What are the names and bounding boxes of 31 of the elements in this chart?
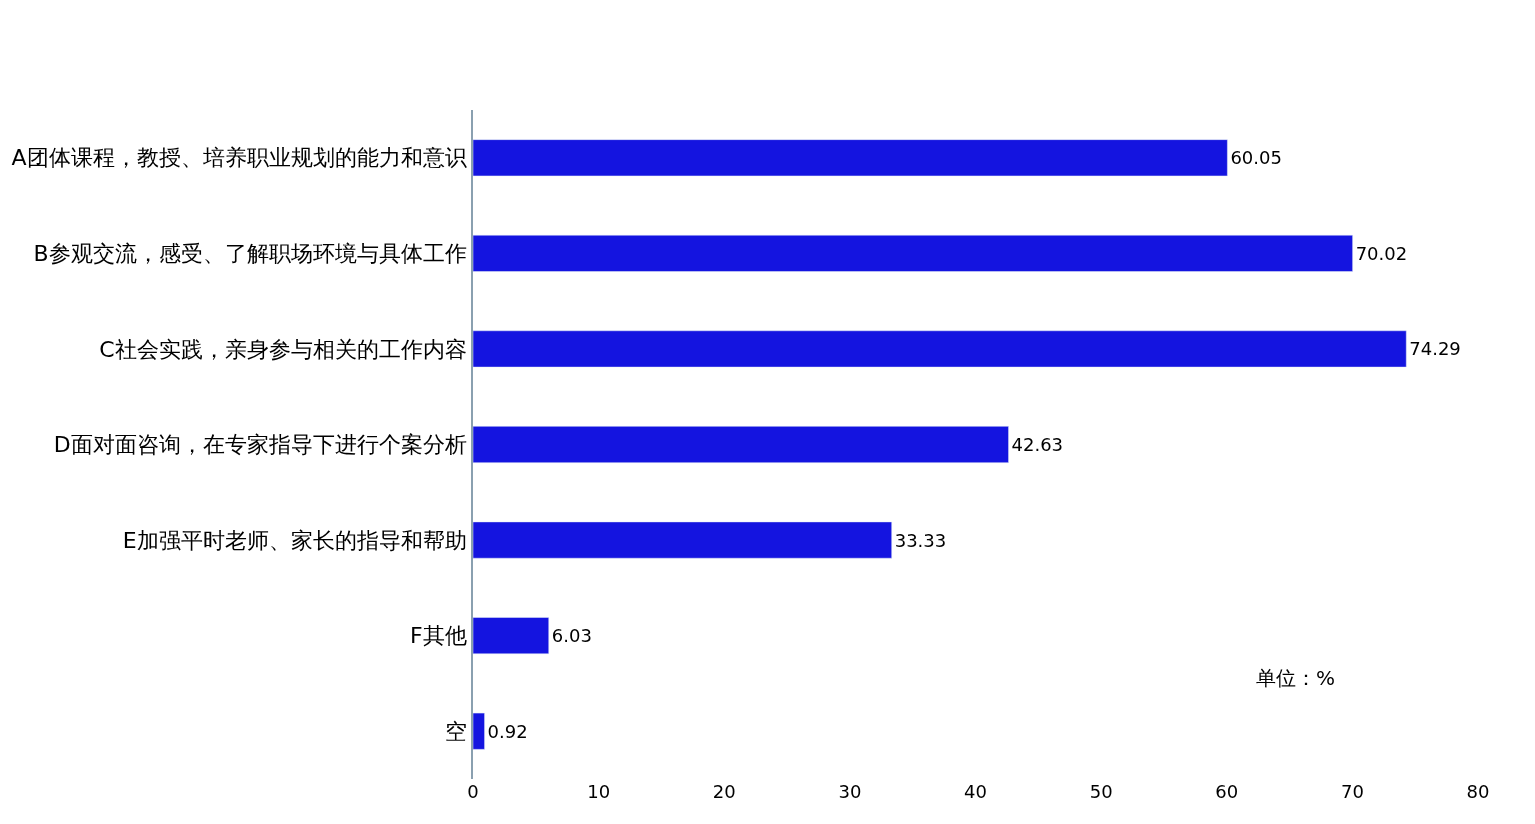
x-tick-label: 80 [1466, 781, 1490, 802]
data-label: 60.05 [1230, 147, 1282, 169]
y-tick-label: F其他 [409, 623, 467, 649]
y-tick-label: A团体课程，教授、培养职业规划的能力和意识 [11, 145, 467, 171]
bar [473, 234, 1353, 272]
x-tick-label: 20 [712, 781, 736, 802]
y-tick-label: E加强平时老师、家长的指导和帮助 [122, 527, 467, 553]
y-tick-label: D面对面咨询，在专家指导下进行个案分析 [53, 432, 467, 458]
x-tick-label: 30 [838, 781, 862, 802]
annotation: 单位：% [1256, 666, 1336, 690]
bar [473, 521, 892, 559]
bar [473, 426, 1009, 463]
x-tick-label: 10 [587, 781, 611, 802]
x-tick-label: 60 [1215, 781, 1239, 802]
data-label: 74.29 [1409, 338, 1461, 360]
x-tick-label: 50 [1089, 781, 1113, 802]
y-tick-label: B参观交流，感受、了解职场环境与具体工作 [33, 241, 467, 267]
data-label: 33.33 [894, 529, 947, 551]
y-tick-label: 空 [444, 718, 467, 744]
data-label: 6.03 [551, 625, 592, 647]
x-tick-label: 0 [467, 781, 479, 802]
bar [473, 712, 485, 750]
bar [473, 617, 549, 655]
data-label: 70.02 [1355, 242, 1408, 264]
bar [473, 139, 1228, 177]
x-tick-label: 40 [964, 781, 987, 802]
y-tick-label: C社会实践，亲身参与相关的工作内容 [99, 336, 467, 362]
bar [473, 330, 1407, 368]
data-label: 42.63 [1011, 434, 1064, 455]
data-label: 0.92 [487, 720, 528, 742]
x-tick-label: 70 [1340, 781, 1364, 802]
